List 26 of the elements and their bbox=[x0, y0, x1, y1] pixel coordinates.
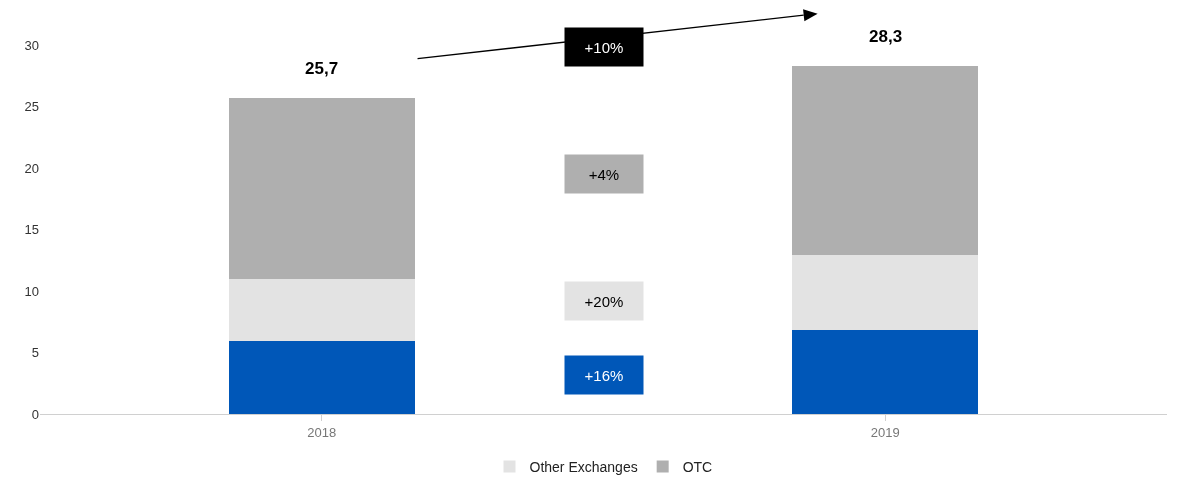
y-tick-label: 25 bbox=[24, 99, 39, 115]
annotation: +4% bbox=[588, 165, 620, 183]
y-tick-label: 10 bbox=[24, 283, 39, 299]
legend-label: OTC bbox=[682, 458, 713, 475]
annotation: +10% bbox=[584, 38, 624, 56]
growth-badge: +16% bbox=[564, 355, 644, 395]
bar bbox=[228, 97, 415, 279]
y-tick-label: 5 bbox=[31, 345, 39, 361]
x-tick-label: 2019 bbox=[870, 424, 900, 440]
annotation: +20% bbox=[584, 292, 624, 310]
y-tick-label: 20 bbox=[24, 160, 39, 176]
growth-badge: +4% bbox=[564, 154, 644, 194]
y-tick-label: 15 bbox=[24, 222, 39, 238]
y-tick-label: 0 bbox=[31, 406, 39, 422]
bar bbox=[792, 65, 979, 256]
annotation: +16% bbox=[584, 366, 624, 384]
total-label: 25,7 bbox=[305, 59, 339, 78]
growth-badge: +20% bbox=[564, 281, 644, 321]
bar bbox=[792, 330, 979, 414]
x-tick-label: 2018 bbox=[307, 424, 337, 440]
bar bbox=[792, 255, 979, 331]
y-tick-label: 30 bbox=[24, 37, 39, 53]
legend-label: Other Exchanges bbox=[529, 458, 638, 475]
bar bbox=[228, 278, 415, 342]
total-label: 28,3 bbox=[869, 27, 903, 46]
bar bbox=[228, 341, 415, 414]
